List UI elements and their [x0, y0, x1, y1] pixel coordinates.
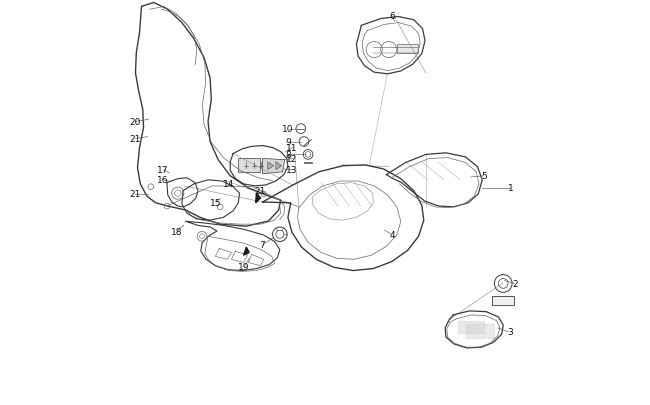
Polygon shape: [244, 247, 249, 256]
Text: 21: 21: [129, 134, 140, 143]
Text: 3: 3: [507, 328, 513, 337]
Text: 14: 14: [224, 180, 235, 189]
Text: 21: 21: [255, 187, 266, 196]
Text: 13: 13: [286, 166, 298, 175]
Polygon shape: [458, 321, 484, 333]
FancyBboxPatch shape: [396, 45, 418, 54]
Polygon shape: [239, 159, 261, 173]
Polygon shape: [263, 159, 285, 174]
Text: 20: 20: [129, 117, 140, 126]
Text: 4: 4: [390, 230, 396, 239]
Text: 21: 21: [129, 190, 140, 199]
Text: 1: 1: [508, 184, 514, 193]
Text: 6: 6: [390, 12, 396, 21]
FancyBboxPatch shape: [492, 296, 514, 305]
Polygon shape: [276, 162, 282, 171]
Text: 11: 11: [286, 144, 298, 153]
Text: 5: 5: [482, 172, 487, 181]
Polygon shape: [255, 194, 261, 203]
Text: 18: 18: [171, 227, 183, 236]
Polygon shape: [268, 162, 274, 171]
Polygon shape: [466, 324, 493, 339]
Text: 9: 9: [285, 138, 291, 147]
Text: 16: 16: [157, 176, 168, 185]
Text: 15: 15: [209, 198, 221, 207]
Text: 8: 8: [285, 151, 291, 160]
Text: 7: 7: [259, 240, 265, 249]
Text: 2: 2: [512, 279, 518, 288]
Text: 17: 17: [157, 166, 168, 175]
Text: 10: 10: [282, 125, 294, 134]
Text: 12: 12: [286, 155, 298, 164]
Text: 19: 19: [238, 262, 250, 271]
